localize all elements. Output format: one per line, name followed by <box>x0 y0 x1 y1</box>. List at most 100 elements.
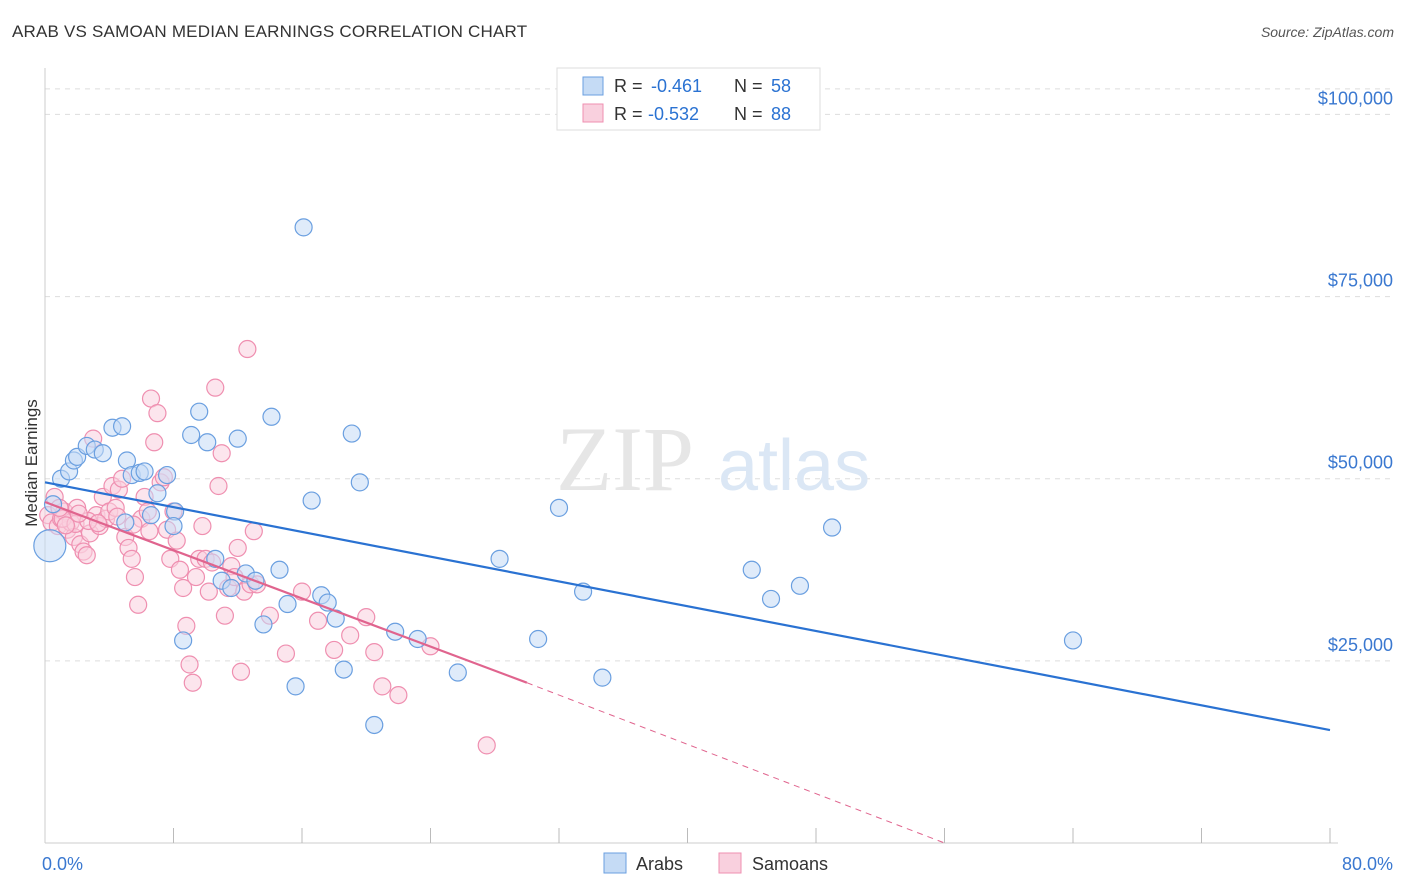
samoan-point <box>140 522 159 541</box>
watermark-zip: ZIP <box>556 408 694 510</box>
arab-point <box>549 498 569 517</box>
samoan-point <box>238 339 257 359</box>
samoan-point <box>477 736 496 755</box>
samoan-point <box>183 673 202 692</box>
watermark: ZIP atlas <box>556 408 870 510</box>
arab-point <box>164 516 183 536</box>
arab-point <box>141 506 161 525</box>
arab-point <box>254 615 273 634</box>
samoan-point <box>170 560 190 579</box>
samoan-point <box>174 578 193 598</box>
arab-point <box>174 631 193 650</box>
arab-point <box>278 594 297 614</box>
samoan-point <box>325 640 344 660</box>
arab-point <box>116 513 135 532</box>
arab-point <box>350 473 369 492</box>
y-tick-label: $100,000 <box>1318 88 1393 108</box>
samoan-point <box>231 662 251 681</box>
arab-point <box>190 402 209 421</box>
stats-legend-r-label-samoans: R = <box>614 104 643 124</box>
arab-point <box>790 576 810 595</box>
samoan-point <box>206 378 225 397</box>
y-tick-labels: $25,000 $50,000 $75,000 $100,000 <box>1318 88 1393 654</box>
stats-legend-n-value-arabs: 58 <box>771 76 791 96</box>
arab-point <box>822 518 842 537</box>
arab-point <box>198 433 217 452</box>
stats-legend-r-label-arabs: R = <box>614 76 643 96</box>
samoan-point <box>228 538 247 558</box>
arab-point <box>365 715 384 735</box>
samoan-point <box>193 516 212 536</box>
samoan-point <box>341 626 360 645</box>
stats-legend-swatch-arabs <box>582 76 604 96</box>
arab-point <box>529 629 548 649</box>
stats-legend-r-value-samoans: -0.532 <box>648 104 699 124</box>
arab-point <box>490 549 509 568</box>
x-ticks <box>173 828 1331 843</box>
samoan-point <box>77 546 96 565</box>
y-tick-label: $25,000 <box>1328 635 1393 655</box>
arab-point <box>228 429 247 448</box>
arab-point <box>182 425 201 445</box>
samoans-points <box>39 339 496 755</box>
arab-point <box>742 560 761 579</box>
arab-point <box>286 677 305 696</box>
arab-point <box>448 663 467 682</box>
chart-title: ARAB VS SAMOAN MEDIAN EARNINGS CORRELATI… <box>12 22 528 41</box>
samoan-point <box>308 611 328 630</box>
arab-point <box>270 560 289 579</box>
x-tick-label-min: 0.0% <box>42 854 83 874</box>
samoan-point <box>186 567 206 587</box>
arab-point <box>262 407 281 426</box>
samoan-point <box>365 643 384 662</box>
series-legend: Arabs Samoans <box>603 852 828 874</box>
arab-point <box>222 578 241 598</box>
samoan-point <box>145 433 164 452</box>
samoan-point <box>129 595 148 614</box>
samoan-point <box>373 677 392 696</box>
samoan-point <box>88 514 108 533</box>
stats-legend-n-label-arabs: N = <box>734 76 763 96</box>
arab-point <box>112 417 132 436</box>
arab-point <box>33 529 67 563</box>
arab-point <box>1063 631 1083 650</box>
samoan-point <box>56 516 75 535</box>
samoan-point <box>180 655 199 674</box>
y-tick-label: $50,000 <box>1328 453 1393 473</box>
samoan-point <box>244 522 263 541</box>
stats-legend: R = -0.461 N = 58 R = -0.532 N = 88 <box>556 67 821 131</box>
arab-point <box>294 218 313 237</box>
samoan-point <box>148 404 167 423</box>
legend-item-arabs[interactable]: Arabs <box>603 852 683 874</box>
samoan-point <box>199 582 218 601</box>
arab-point <box>761 589 781 609</box>
source-credit[interactable]: Source: ZipAtlas.com <box>1260 24 1394 40</box>
arab-point <box>148 484 167 503</box>
arabs-trend-line <box>44 481 1331 732</box>
legend-swatch-samoans <box>718 852 742 874</box>
samoan-point <box>276 644 296 663</box>
arab-point <box>342 424 361 443</box>
arab-point <box>93 444 112 463</box>
arab-point <box>135 462 154 481</box>
arab-point <box>302 491 321 510</box>
arab-point <box>157 465 177 485</box>
samoan-point <box>212 444 231 463</box>
trend-lines <box>44 481 1331 844</box>
stats-legend-n-value-samoans: 88 <box>771 104 791 124</box>
samoan-point <box>122 549 141 568</box>
stats-legend-swatch-samoans <box>582 103 604 123</box>
samoans-trend-extension <box>526 682 945 844</box>
samoan-point <box>209 476 228 496</box>
stats-legend-n-label-samoans: N = <box>734 104 763 124</box>
samoan-point <box>215 606 234 625</box>
samoans-trend-line <box>44 500 528 684</box>
legend-item-samoans[interactable]: Samoans <box>718 852 828 874</box>
stats-legend-r-value-arabs: -0.461 <box>651 76 702 96</box>
y-axis-label: Median Earnings <box>22 399 41 527</box>
y-tick-label: $75,000 <box>1328 271 1393 291</box>
axes <box>44 68 1338 844</box>
arabs-points <box>33 218 1083 735</box>
samoan-point <box>389 685 408 705</box>
